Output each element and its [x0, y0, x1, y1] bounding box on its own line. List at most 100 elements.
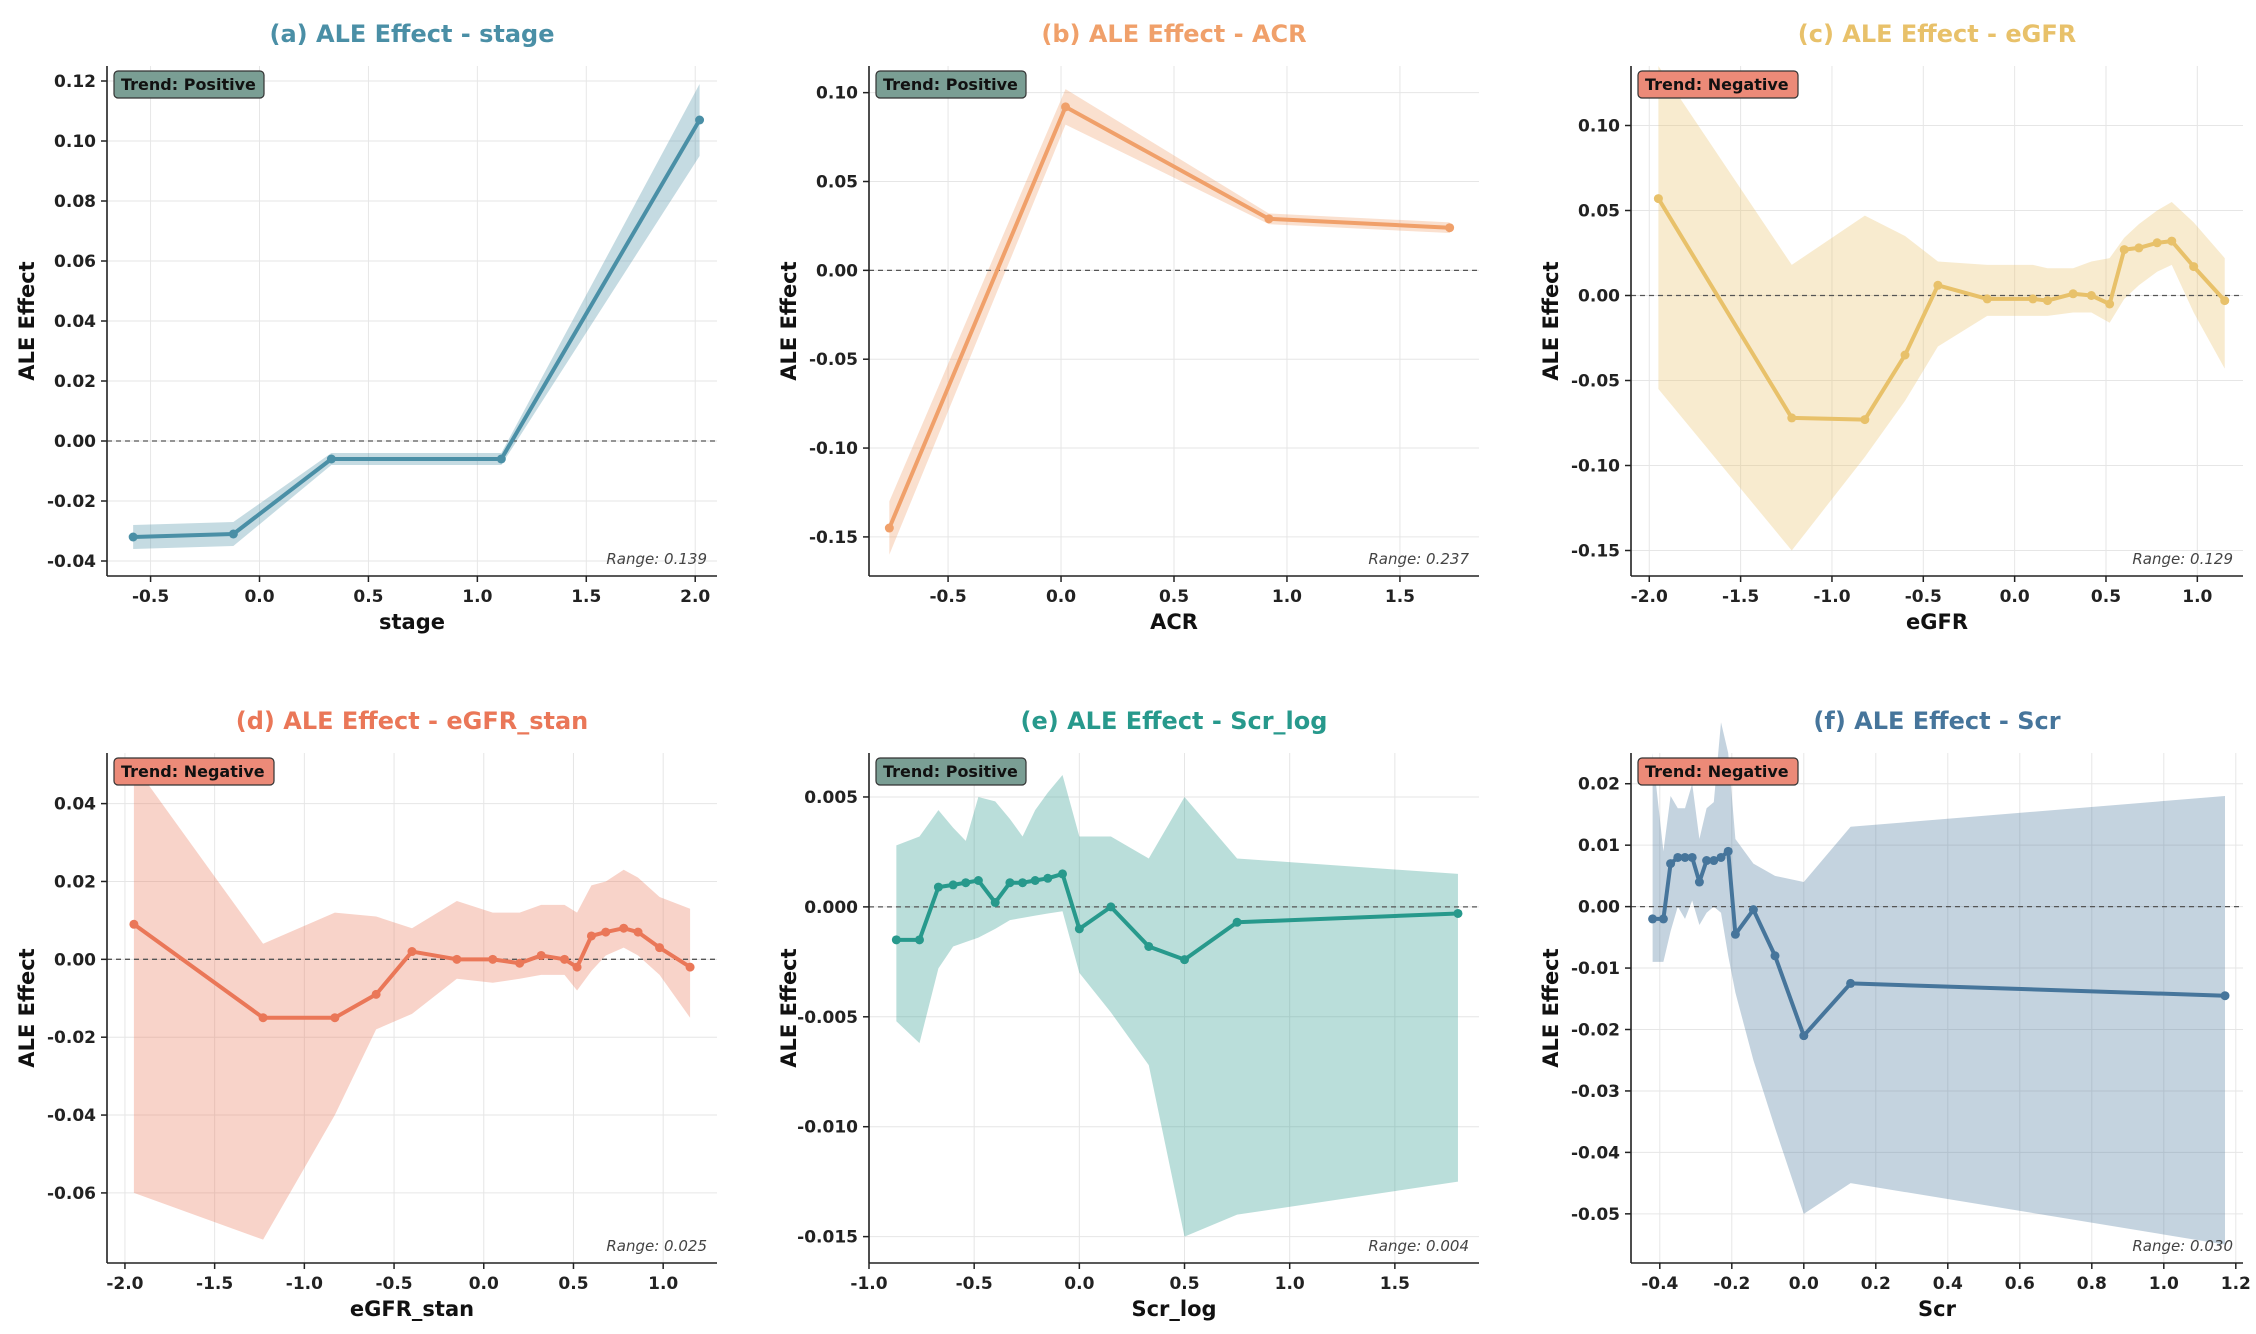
y-tick-label: 0.00	[54, 950, 96, 970]
data-point	[973, 876, 983, 885]
panel-title: (a) ALE Effect - stage	[270, 20, 555, 48]
data-point	[1232, 917, 1242, 927]
y-tick-label: 0.000	[804, 898, 858, 918]
data-point	[452, 954, 462, 964]
data-point	[1730, 929, 1740, 939]
data-point	[633, 927, 643, 937]
data-point	[1658, 914, 1668, 924]
data-point	[1716, 852, 1726, 862]
data-point	[601, 927, 611, 937]
y-tick-label: 0.10	[1578, 117, 1620, 137]
y-tick-label: -0.04	[1571, 1143, 1620, 1163]
trend-badge-label: Trend: Positive	[883, 75, 1018, 94]
trend-badge	[875, 70, 1027, 99]
data-point	[1694, 877, 1704, 887]
y-tick-label: 0.12	[54, 72, 96, 92]
data-point	[572, 962, 582, 972]
data-point	[1709, 856, 1719, 866]
y-tick-label: 0.00	[54, 432, 96, 452]
y-tick-label: 0.01	[1578, 836, 1620, 856]
x-axis-label: stage	[379, 610, 445, 634]
data-point	[685, 962, 695, 972]
range-annotation: Range: 0.129	[2132, 550, 2233, 568]
x-tick-label: -0.5	[929, 587, 966, 607]
y-tick-label: 0.04	[54, 312, 96, 332]
data-point	[1933, 280, 1943, 290]
y-axis-label: ALE Effect	[1539, 948, 1563, 1067]
range-annotation: Range: 0.237	[1368, 550, 1469, 568]
x-axis-label: eGFR	[1906, 610, 1968, 634]
confidence-band	[133, 84, 700, 549]
data-point	[2152, 238, 2162, 248]
confidence-band	[133, 764, 691, 1240]
data-point	[961, 878, 971, 888]
data-point	[2220, 991, 2230, 1001]
panel-d: -2.0 -1.5 -1.0 -0.5 0.0 0.5 1.0 -0.06 -0.04 -0.02…	[15, 707, 717, 1321]
confidence-band	[1658, 66, 2225, 551]
y-tick-label: 0.05	[816, 173, 858, 193]
y-tick-label: 0.06	[54, 252, 96, 272]
y-tick-label: -0.02	[47, 492, 96, 512]
panel-title: (b) ALE Effect - ACR	[1041, 20, 1306, 48]
panel-e: -1.0 -0.5 0.0 0.5 1.0 1.5 -0.015 -0.010 -0.005 0.…	[777, 707, 1479, 1321]
y-tick-label: 0.02	[54, 872, 96, 892]
x-tick-label: 1.5	[1385, 587, 1415, 607]
trend-badge	[1637, 70, 1799, 99]
y-tick-label: 0.05	[1578, 202, 1620, 222]
data-point	[948, 880, 958, 890]
data-point	[933, 882, 943, 892]
x-tick-label: 0.0	[2000, 587, 2030, 607]
data-point	[2134, 243, 2144, 253]
x-tick-label: -1.0	[286, 1274, 323, 1294]
data-point	[2068, 289, 2078, 299]
x-tick-label: 2.0	[680, 587, 710, 607]
x-tick-label: 0.5	[2091, 587, 2121, 607]
ale-series-line	[133, 118, 702, 539]
data-point	[129, 919, 139, 929]
panel-f: -0.4 -0.2 0.0 0.2 0.4 0.6 0.8 1.0 1.2 -0.05 -0.04 -…	[1539, 707, 2251, 1321]
y-tick-label: 0.10	[816, 84, 858, 104]
panel-a: -0.5 0.0 0.5 1.0 1.5 2.0 -0.04 -0.02 0.00 0.02 0.0…	[15, 20, 717, 634]
y-tick-label: -0.04	[47, 1106, 96, 1126]
x-tick-label: 0.6	[2005, 1274, 2035, 1294]
data-point	[1900, 350, 1910, 360]
y-tick-label: -0.010	[797, 1118, 858, 1138]
y-tick-label: -0.05	[809, 350, 858, 370]
range-annotation: Range: 0.025	[606, 1237, 707, 1255]
trend-badge-label: Trend: Negative	[1645, 75, 1789, 94]
x-tick-label: 1.5	[1380, 1274, 1410, 1294]
y-tick-label: 0.08	[54, 192, 96, 212]
data-point	[1702, 856, 1712, 866]
y-tick-label: -0.02	[47, 1028, 96, 1048]
range-annotation: Range: 0.139	[606, 550, 707, 568]
data-point	[619, 923, 629, 933]
x-tick-label: -2.0	[1631, 587, 1668, 607]
panel-c: -2.0 -1.5 -1.0 -0.5 0.0 0.5 1.0 -0.15 -0.10 -0.05…	[1539, 20, 2243, 634]
x-tick-label: 0.4	[1933, 1274, 1963, 1294]
data-point	[1648, 914, 1658, 924]
data-point	[330, 1013, 340, 1023]
data-point	[655, 943, 665, 953]
data-point	[586, 931, 596, 941]
data-point	[560, 954, 569, 964]
y-tick-label: 0.00	[816, 261, 858, 281]
ale-series-line	[887, 104, 1450, 529]
x-axis-label: Scr	[1918, 1297, 1957, 1321]
data-point	[128, 532, 138, 542]
data-point	[1860, 415, 1870, 425]
data-point	[695, 115, 705, 125]
data-point	[1144, 941, 1154, 951]
y-tick-label: 0.10	[54, 132, 96, 152]
y-tick-label: -0.015	[797, 1228, 858, 1248]
data-point	[1074, 924, 1084, 934]
x-tick-label: 1.0	[2149, 1274, 2179, 1294]
data-point	[2119, 245, 2129, 255]
y-tick-label: -0.06	[47, 1184, 96, 1204]
y-tick-label: -0.01	[1571, 959, 1620, 979]
confidence-band	[896, 774, 1458, 1237]
y-tick-label: 0.02	[1578, 775, 1620, 795]
x-tick-label: -0.5	[956, 1274, 993, 1294]
x-tick-label: -1.0	[1813, 587, 1850, 607]
data-point	[488, 954, 498, 964]
